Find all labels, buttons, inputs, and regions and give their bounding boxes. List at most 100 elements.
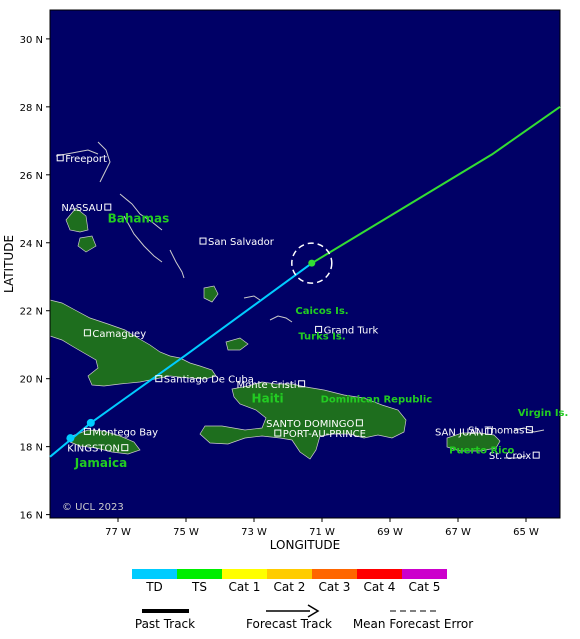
lon-tick-label: 71 W bbox=[309, 527, 335, 538]
legend: TD TS Cat 1 Cat 2 Cat 3 Cat 4 Cat 5 bbox=[132, 569, 447, 594]
city-square-icon bbox=[525, 426, 533, 434]
virgin-islands bbox=[513, 427, 545, 433]
great-inagua bbox=[225, 337, 249, 351]
puerto-rico-landmass bbox=[446, 432, 501, 452]
city-square-icon bbox=[199, 237, 207, 245]
city-square-icon bbox=[485, 427, 493, 435]
legend-category-label: TS bbox=[191, 580, 207, 594]
lat-tick-label: 26 N bbox=[20, 171, 43, 182]
place-name: San Salvador bbox=[208, 237, 275, 248]
region-name: Virgin Is. bbox=[518, 408, 569, 419]
place-marker: SANTO DOMINGO bbox=[266, 419, 363, 430]
legend-color-swatch bbox=[312, 569, 357, 579]
error-label: Mean Forecast Error bbox=[353, 617, 473, 631]
lat-tick-label: 30 N bbox=[20, 35, 43, 46]
place-labels: Freeport NASSAU San Salvador Camaguey Grand … bbox=[56, 154, 540, 462]
legend-color-swatch bbox=[177, 569, 222, 579]
place-marker: Freeport bbox=[56, 154, 107, 165]
place-marker: St. Croix bbox=[489, 451, 540, 462]
place-name: Santiago De Cuba bbox=[164, 375, 254, 386]
legend-line-samples: Past Track Forecast Track Mean Forecast … bbox=[135, 604, 473, 631]
place-marker: NASSAU bbox=[61, 203, 112, 214]
place-name: PORT-AU-PRINCE bbox=[283, 429, 366, 440]
storm-track-layer bbox=[49, 105, 561, 458]
region-name: Puerto Rico bbox=[449, 445, 514, 456]
place-name: Freeport bbox=[65, 154, 107, 165]
land-masses bbox=[49, 141, 545, 460]
lon-tick-label: 65 W bbox=[513, 527, 539, 538]
place-marker: Camaguey bbox=[83, 329, 146, 340]
lat-tick-label: 18 N bbox=[20, 443, 43, 454]
lon-tick-label: 73 W bbox=[241, 527, 267, 538]
legend-category-label: TD bbox=[145, 580, 163, 594]
place-marker: KINGSTON bbox=[67, 444, 129, 455]
forecast-arrow-icon bbox=[307, 604, 320, 618]
y-axis-title: LATITUDE bbox=[2, 235, 16, 293]
past-position-marker bbox=[66, 434, 75, 443]
region-name: Jamaica bbox=[74, 456, 128, 470]
lat-tick-label: 22 N bbox=[20, 307, 43, 318]
city-square-icon bbox=[104, 203, 112, 211]
eleuthera bbox=[119, 193, 163, 231]
place-name: St. Thomas bbox=[468, 426, 524, 437]
place-name: Monte Cristi bbox=[236, 380, 296, 391]
lon-tick-label: 69 W bbox=[377, 527, 403, 538]
long-island bbox=[169, 249, 185, 279]
lat-tick-label: 28 N bbox=[20, 103, 43, 114]
st-croix-island bbox=[504, 455, 527, 459]
lat-tick-label: 16 N bbox=[20, 511, 43, 522]
legend-color-swatch bbox=[132, 569, 177, 579]
city-square-icon bbox=[83, 427, 91, 435]
place-marker: St. Thomas bbox=[468, 426, 533, 437]
current-position-marker bbox=[308, 259, 316, 267]
city-square-icon bbox=[121, 444, 129, 452]
andros-south bbox=[77, 235, 97, 253]
place-name: NASSAU bbox=[61, 203, 102, 214]
lat-tick-label: 20 N bbox=[20, 375, 43, 386]
place-marker: Montego Bay bbox=[83, 427, 158, 438]
legend-color-swatch bbox=[402, 569, 447, 579]
region-name: Dominican Republic bbox=[321, 394, 433, 405]
place-marker: Santiago De Cuba bbox=[155, 375, 254, 386]
place-marker: PORT-AU-PRINCE bbox=[274, 429, 366, 440]
place-name: Montego Bay bbox=[92, 427, 158, 438]
abaco bbox=[97, 141, 111, 183]
jamaica-landmass bbox=[69, 429, 141, 455]
place-marker: Monte Cristi bbox=[236, 380, 306, 391]
place-name: SAN JUAN bbox=[435, 427, 484, 438]
city-square-icon bbox=[355, 419, 363, 427]
cuba-landmass bbox=[49, 299, 217, 387]
past-track-label: Past Track bbox=[135, 617, 195, 631]
exumas bbox=[123, 215, 163, 263]
forecast-error-circle bbox=[291, 242, 333, 284]
mayaguana bbox=[243, 295, 261, 301]
place-name: Camaguey bbox=[92, 329, 146, 340]
copyright-text: © UCL 2023 bbox=[62, 502, 124, 513]
city-square-icon bbox=[298, 380, 306, 388]
region-name: Turks Is. bbox=[298, 332, 345, 343]
place-name: St. Croix bbox=[489, 451, 531, 462]
lat-tick-label: 24 N bbox=[20, 239, 43, 250]
region-labels: Bahamas Caicos Is. Turks Is. Haiti Dominican… bbox=[74, 211, 569, 470]
city-square-icon bbox=[83, 329, 91, 337]
forecast-track-label: Forecast Track bbox=[246, 617, 332, 631]
caicos-islands bbox=[269, 315, 293, 323]
city-square-icon bbox=[315, 325, 323, 333]
city-square-icon bbox=[56, 154, 64, 162]
legend-category-label: Cat 2 bbox=[274, 580, 306, 594]
legend-color-swatch bbox=[267, 569, 312, 579]
place-marker: SAN JUAN bbox=[435, 427, 493, 438]
andros-island bbox=[65, 207, 89, 233]
place-name: KINGSTON bbox=[67, 444, 120, 455]
x-axis-title: LONGITUDE bbox=[270, 538, 340, 552]
place-marker: San Salvador bbox=[199, 237, 275, 248]
grand-bahama bbox=[55, 149, 99, 157]
map-axes: 30 N 28 N 26 N 24 N 22 N 20 N 18 N 16 N 77 W 75 W… bbox=[20, 9, 561, 538]
legend-category-label: Cat 5 bbox=[409, 580, 441, 594]
city-square-icon bbox=[155, 375, 163, 383]
lon-tick-label: 75 W bbox=[173, 527, 199, 538]
forecast-track-line bbox=[311, 105, 561, 265]
past-position-marker bbox=[86, 418, 95, 427]
lon-tick-label: 67 W bbox=[445, 527, 471, 538]
